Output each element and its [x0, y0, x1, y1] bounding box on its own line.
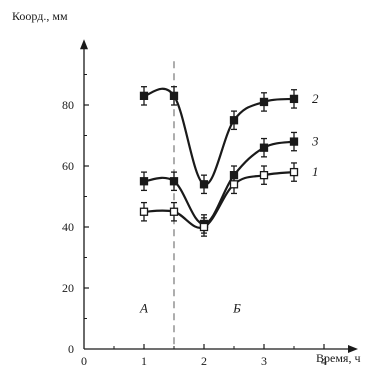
data-point: [229, 180, 239, 189]
data-point: [259, 143, 269, 152]
y-tick-label: 80: [62, 98, 74, 112]
series-1: 1: [139, 162, 319, 237]
y-tick-label: 20: [62, 281, 74, 295]
data-point: [259, 170, 269, 180]
data-point: [169, 207, 179, 216]
data-point: [169, 177, 179, 186]
data-point: [169, 91, 179, 100]
series-3: 3: [139, 131, 319, 234]
data-point: [289, 137, 299, 146]
y-tick-label: 40: [62, 220, 74, 234]
series-2: 2: [139, 86, 319, 195]
y-axis-label: Коорд., мм: [12, 9, 68, 23]
plot-area: А Б 2 3 1: [139, 61, 319, 349]
region-label: А: [139, 300, 148, 315]
y-tick-label: 0: [68, 342, 74, 356]
data-point: [229, 116, 239, 125]
series-label: 2: [312, 91, 319, 106]
data-point: [289, 94, 299, 104]
data-point: [289, 167, 299, 177]
series-label: 1: [312, 164, 319, 179]
data-point: [139, 207, 149, 216]
x-tick-label: 2: [201, 354, 207, 368]
x-tick-label: 1: [141, 354, 147, 368]
y-axis-arrow: [80, 39, 88, 50]
series-label: 3: [311, 134, 319, 149]
y-tick-label: 60: [62, 159, 74, 173]
x-axis-arrow: [348, 345, 358, 353]
data-point: [139, 91, 149, 100]
data-point: [199, 180, 209, 189]
x-tick-label: 3: [261, 354, 267, 368]
x-tick-label: 0: [81, 354, 87, 368]
x-axis-label: Время, ч: [316, 351, 360, 365]
series-line: [143, 87, 295, 186]
region-label: Б: [232, 300, 241, 315]
data-point: [199, 222, 209, 232]
x-tick-label: 4: [321, 354, 327, 368]
data-point: [259, 97, 269, 107]
data-point: [139, 177, 149, 186]
series-line: [143, 171, 295, 229]
